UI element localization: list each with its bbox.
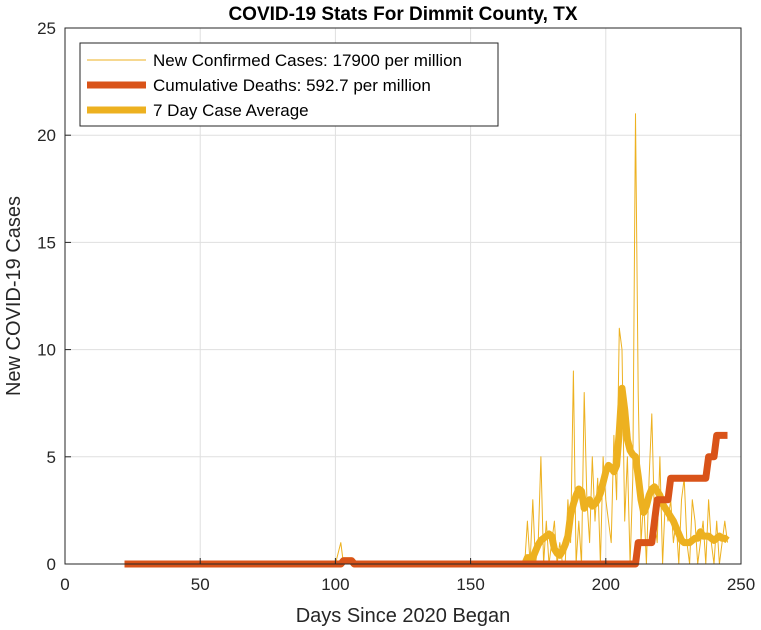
y-tick-label: 5 (47, 448, 56, 467)
x-axis-label: Days Since 2020 Began (296, 605, 511, 627)
legend-entry-label: 7 Day Case Average (153, 101, 309, 120)
series-layer (124, 113, 730, 568)
x-tick-label: 50 (191, 575, 210, 594)
x-tick-label: 200 (592, 575, 620, 594)
legend-box (79, 42, 499, 127)
legend-entry-label: New Confirmed Cases: 17900 per million (153, 51, 462, 70)
plot-area-border (64, 27, 742, 565)
y-tick-label: 0 (47, 555, 56, 574)
x-tick-label: 100 (321, 575, 349, 594)
x-tick-label: 0 (60, 575, 69, 594)
y-tick-label: 15 (37, 233, 56, 252)
legend: New Confirmed Cases: 17900 per million Cu… (79, 42, 499, 127)
y-tick-label: 10 (37, 341, 56, 360)
y-tick-label: 20 (37, 126, 56, 145)
y-tick-label: 25 (37, 19, 56, 38)
y-axis-label: New COVID-19 Cases (3, 196, 25, 396)
ticks: 0 50 100 150 200 250 0 5 10 15 20 25 (37, 19, 755, 594)
series-line-average (124, 384, 730, 568)
x-tick-label: 250 (727, 575, 755, 594)
chart-title: COVID-19 Stats For Dimmit County, TX (228, 4, 577, 25)
legend-entry-label: Cumulative Deaths: 592.7 per million (153, 76, 431, 95)
x-tick-label: 150 (456, 575, 484, 594)
series-line-deaths (124, 431, 729, 568)
